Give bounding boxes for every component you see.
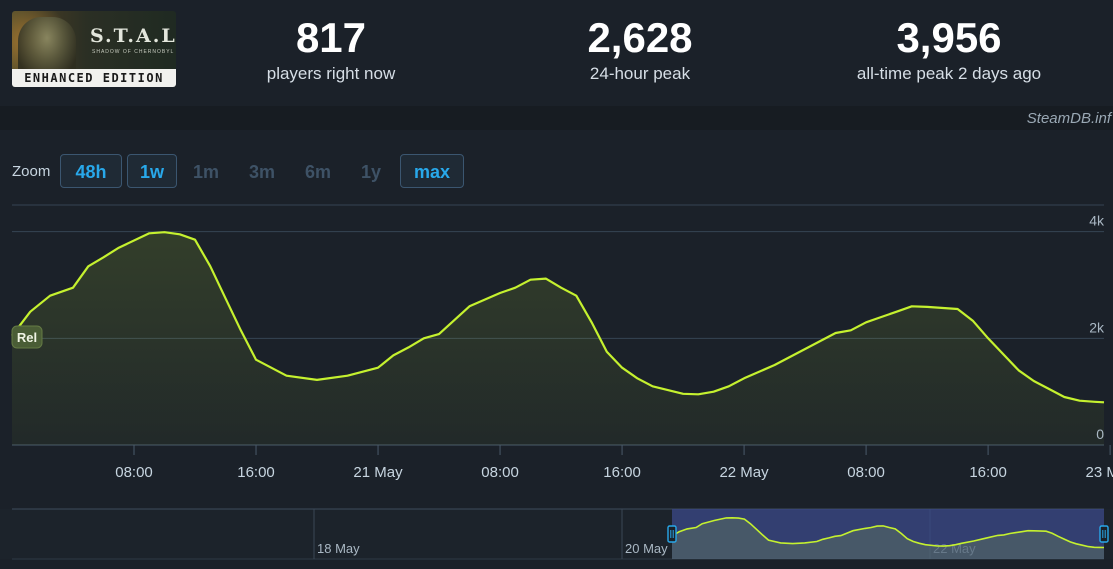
stalker-figure-icon (18, 17, 76, 77)
divider-strip (0, 106, 1113, 130)
stat-label: 24-hour peak (589, 64, 691, 83)
x-tick-label: 23 May (1085, 464, 1113, 481)
zoom-6m-button[interactable]: 6m (304, 162, 331, 182)
zoom-48h-button[interactable]: 48h (60, 154, 122, 188)
stat-players-now: 817 players right now (201, 14, 461, 86)
stat-value: 3,956 (896, 14, 1002, 61)
logo-edition: ENHANCED EDITION (12, 69, 176, 87)
handle-grip-icon (1099, 525, 1109, 543)
stat-24h-peak: 2,628 24-hour peak (510, 14, 770, 86)
logo-title: S.T.A.L.K.E.R. (90, 25, 176, 47)
header: S.T.A.L.K.E.R. SHADOW OF CHERNOBYL ENHAN… (0, 0, 1113, 104)
navigator-right-handle[interactable] (1099, 525, 1109, 543)
handle-grip-icon (667, 525, 677, 543)
stat-label: players right now (266, 64, 396, 83)
y-tick-label: 4k (1089, 213, 1105, 229)
flag-label: Rel (17, 330, 37, 345)
stat-value: 817 (295, 14, 367, 61)
navigator-selection[interactable] (672, 509, 1104, 559)
x-tick-label: 16:00 (603, 464, 641, 481)
zoom-max-button[interactable]: max (400, 154, 464, 188)
game-logo[interactable]: S.T.A.L.K.E.R. SHADOW OF CHERNOBYL ENHAN… (12, 11, 176, 87)
series-area (12, 232, 1104, 445)
stat-all-time-peak: 3,956 all-time peak 2 days ago (819, 14, 1079, 86)
navigator-label: 20 May (625, 541, 668, 556)
x-tick-label: 08:00 (847, 464, 885, 481)
navigator-area (672, 517, 1104, 559)
zoom-1y-button[interactable]: 1y (360, 162, 382, 182)
steamdb-watermark[interactable]: SteamDB.inf (1026, 110, 1111, 127)
release-flag[interactable]: Rel (11, 325, 43, 349)
navigator-label: 18 May (317, 541, 360, 556)
x-tick-label: 16:00 (969, 464, 1007, 481)
x-tick-label: 21 May (353, 464, 403, 481)
zoom-1w-button[interactable]: 1w (127, 154, 177, 188)
zoom-3m-button[interactable]: 3m (248, 162, 275, 182)
stat-label: all-time peak 2 days ago (856, 64, 1042, 83)
x-tick-label: 22 May (719, 464, 769, 481)
series-line[interactable] (11, 231, 1105, 404)
y-tick-label: 0 (1096, 426, 1104, 442)
zoom-label: Zoom (12, 163, 51, 180)
y-tick-label: 2k (1089, 319, 1105, 335)
stat-value: 2,628 (587, 14, 693, 61)
zoom-1m-button[interactable]: 1m (192, 162, 219, 182)
x-tick-label: 08:00 (115, 464, 153, 481)
flag-box (11, 325, 43, 349)
x-tick-label: 08:00 (481, 464, 519, 481)
x-tick-label: 16:00 (237, 464, 275, 481)
navigator-line (671, 516, 1105, 549)
logo-subtitle: SHADOW OF CHERNOBYL (92, 49, 175, 55)
navigator-left-handle[interactable] (667, 525, 677, 543)
